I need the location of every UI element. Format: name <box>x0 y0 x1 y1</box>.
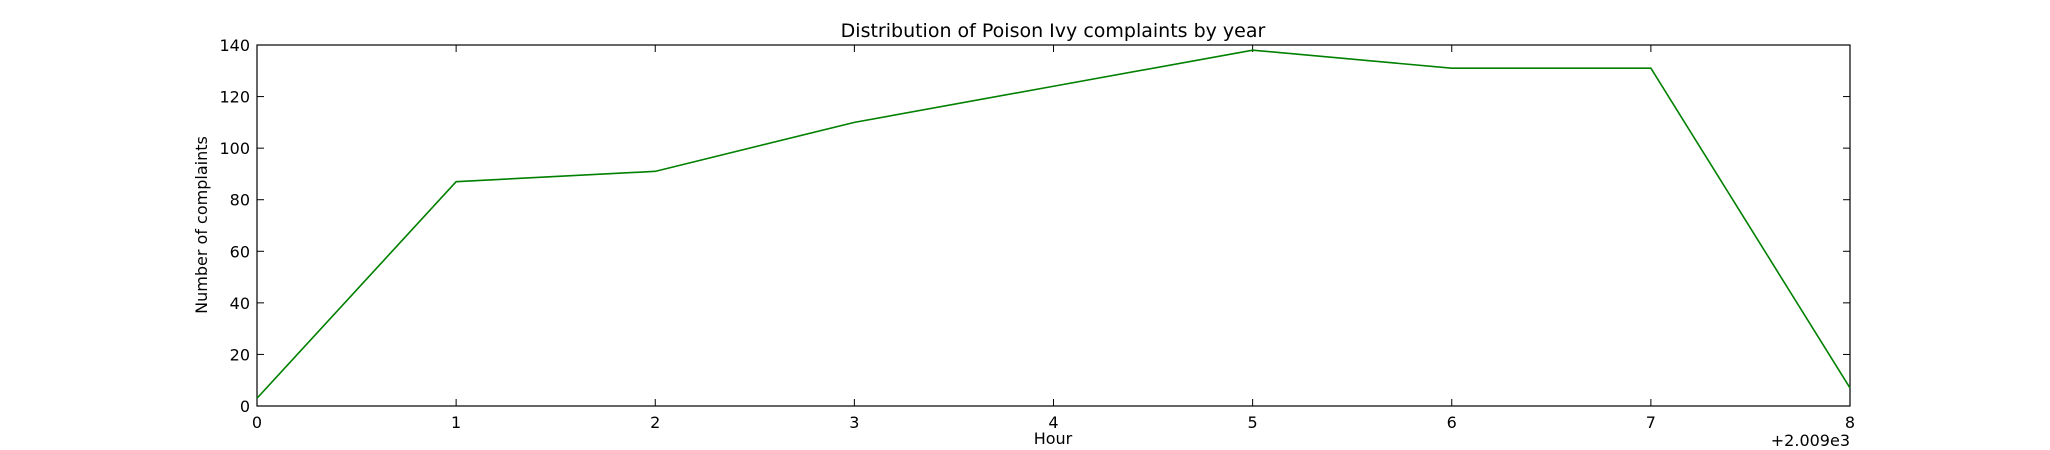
x-tick-label: 1 <box>451 413 461 432</box>
chart-title: Distribution of Poison Ivy complaints by… <box>841 20 1266 42</box>
x-tick-label: 8 <box>1845 413 1855 432</box>
y-axis-label: Number of complaints <box>192 136 211 314</box>
axis-ticks <box>256 44 1851 407</box>
x-tick-label: 6 <box>1447 413 1457 432</box>
y-tick-label: 40 <box>230 294 250 313</box>
y-tick-label: 60 <box>230 242 250 261</box>
y-tick-label: 140 <box>219 36 250 55</box>
x-tick-label: 2 <box>650 413 660 432</box>
x-axis-label: Hour <box>1034 429 1073 448</box>
y-tick-label: 100 <box>219 139 250 158</box>
y-tick-label: 20 <box>230 345 250 364</box>
x-tick-label: 7 <box>1646 413 1656 432</box>
y-tick-label: 120 <box>219 88 250 107</box>
x-tick-label: 4 <box>1048 413 1058 432</box>
y-tick-label: 80 <box>230 191 250 210</box>
x-tick-label: 3 <box>849 413 859 432</box>
series-line <box>256 49 1851 399</box>
plot-area <box>256 44 1851 407</box>
x-tick-label: 5 <box>1248 413 1258 432</box>
x-tick-label: 0 <box>252 413 262 432</box>
x-offset-label: +2.009e3 <box>1771 431 1850 450</box>
y-tick-label: 0 <box>240 397 250 416</box>
